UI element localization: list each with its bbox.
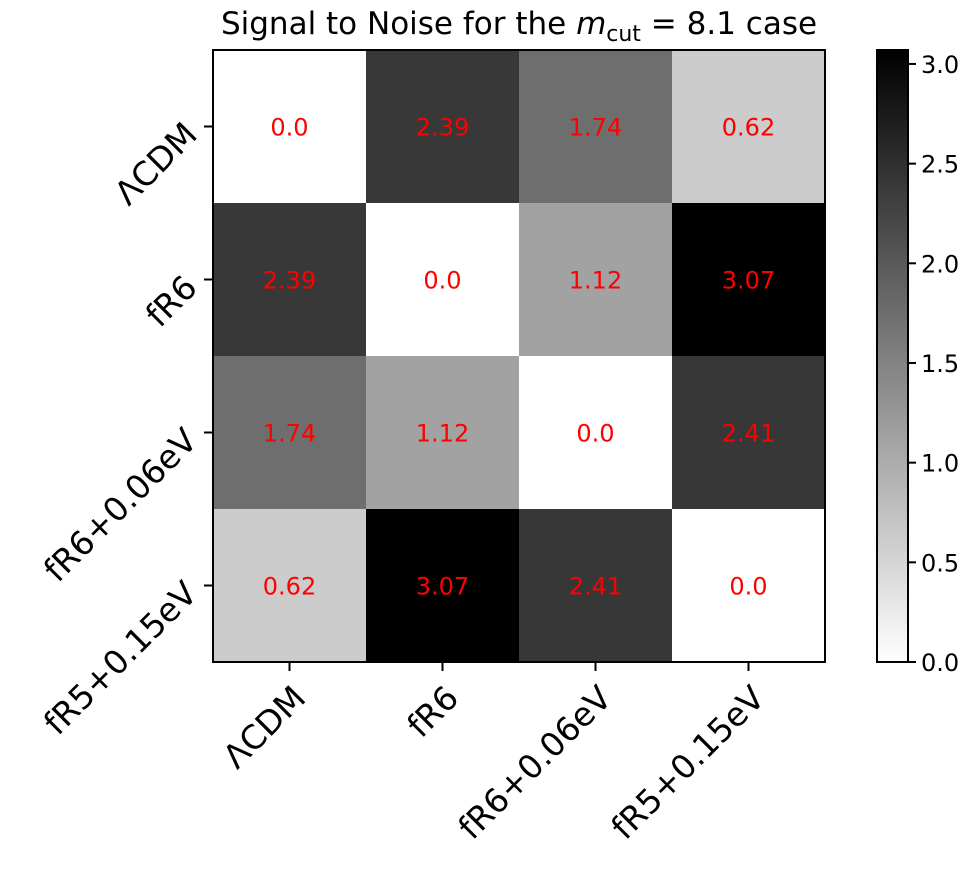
heatmap-cell — [672, 50, 826, 204]
heatmap-cell — [213, 203, 367, 357]
heatmap-cell — [366, 356, 520, 510]
plot-frame — [212, 49, 826, 663]
y-tick-label: ΛCDM — [107, 115, 205, 213]
y-tick-label: fR6+0.06eV — [36, 420, 205, 589]
colorbar-tick-label: 1.5 — [921, 350, 959, 378]
x-tick-label: fR6+0.06eV — [450, 678, 619, 847]
colorbar-tick-label: 2.0 — [921, 250, 959, 278]
colorbar-tick-label: 1.0 — [921, 450, 959, 478]
x-tick-label: fR6 — [399, 678, 466, 745]
cell-value-label: 0.62 — [263, 573, 316, 601]
cell-value-label: 0.0 — [729, 573, 767, 601]
heatmap-cell — [213, 509, 367, 663]
title-math-var: m — [576, 6, 606, 42]
cell-value-label: 2.41 — [569, 573, 622, 601]
cell-value-label: 3.07 — [416, 573, 469, 601]
heatmap-cell — [519, 203, 673, 357]
heatmap-cell — [366, 203, 520, 357]
heatmap-cells: 0.0 2.39 1.74 0.62 2.39 0.0 1.12 3.07 1.74 1.12 0.… — [213, 50, 826, 663]
cell-value-label: 2.39 — [416, 114, 469, 142]
colorbar-tick-label: 0.5 — [921, 549, 959, 577]
colorbar-gradient — [877, 50, 908, 662]
colorbar-tick-label: 3.0 — [921, 51, 959, 79]
x-tick-label: ΛCDM — [215, 678, 313, 776]
heatmap-cell — [519, 50, 673, 204]
cell-value-label: 1.12 — [416, 420, 469, 448]
cell-value-label: 1.74 — [569, 114, 622, 142]
cell-value-label: 0.0 — [576, 420, 614, 448]
colorbar: 0.0 0.5 1.0 1.5 2.0 2.5 3.0 — [876, 49, 959, 677]
heatmap-cell — [672, 356, 826, 510]
y-tick-label: fR5+0.15eV — [36, 573, 205, 742]
cell-value-label: 0.0 — [423, 267, 461, 295]
heatmap-cell — [366, 50, 520, 204]
heatmap-cell — [366, 509, 520, 663]
heatmap-cell — [213, 50, 367, 204]
heatmap-cell — [672, 203, 826, 357]
cell-value-label: 0.62 — [722, 114, 775, 142]
cell-value-label: 1.74 — [263, 420, 316, 448]
y-tick-label: fR6 — [138, 268, 205, 335]
cell-value-label: 2.41 — [722, 420, 775, 448]
colorbar-ticks: 0.0 0.5 1.0 1.5 2.0 2.5 3.0 — [908, 51, 959, 677]
title-prefix: Signal to Noise for the — [221, 6, 576, 42]
heatmap-cell — [213, 356, 367, 510]
colorbar-frame — [876, 49, 909, 663]
heatmap-cell — [672, 509, 826, 663]
cell-value-label: 2.39 — [263, 267, 316, 295]
heatmap-cell — [519, 356, 673, 510]
colorbar-tick-label: 2.5 — [921, 151, 959, 179]
title-math-sub: cut — [606, 22, 641, 47]
cell-value-label: 3.07 — [722, 267, 775, 295]
chart-title: Signal to Noise for the mcut = 8.1 case — [221, 6, 817, 47]
x-tick-label: fR5+0.15eV — [603, 678, 772, 847]
colorbar-tick-label: 0.0 — [921, 649, 959, 677]
heatmap-cell — [519, 509, 673, 663]
cell-value-label: 1.12 — [569, 267, 622, 295]
title-suffix: = 8.1 case — [641, 6, 817, 42]
cell-value-label: 0.0 — [270, 114, 308, 142]
